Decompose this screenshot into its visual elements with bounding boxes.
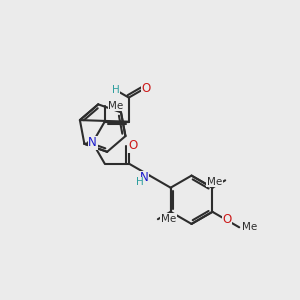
Text: H: H bbox=[136, 177, 143, 187]
Text: H: H bbox=[112, 85, 120, 95]
Text: N: N bbox=[88, 136, 97, 149]
Text: O: O bbox=[222, 213, 232, 226]
Text: O: O bbox=[128, 140, 137, 152]
Text: Me: Me bbox=[161, 214, 176, 224]
Text: Me: Me bbox=[242, 222, 257, 232]
Text: Me: Me bbox=[108, 100, 123, 110]
Text: N: N bbox=[140, 172, 149, 184]
Text: Me: Me bbox=[207, 177, 222, 187]
Text: O: O bbox=[142, 82, 151, 95]
